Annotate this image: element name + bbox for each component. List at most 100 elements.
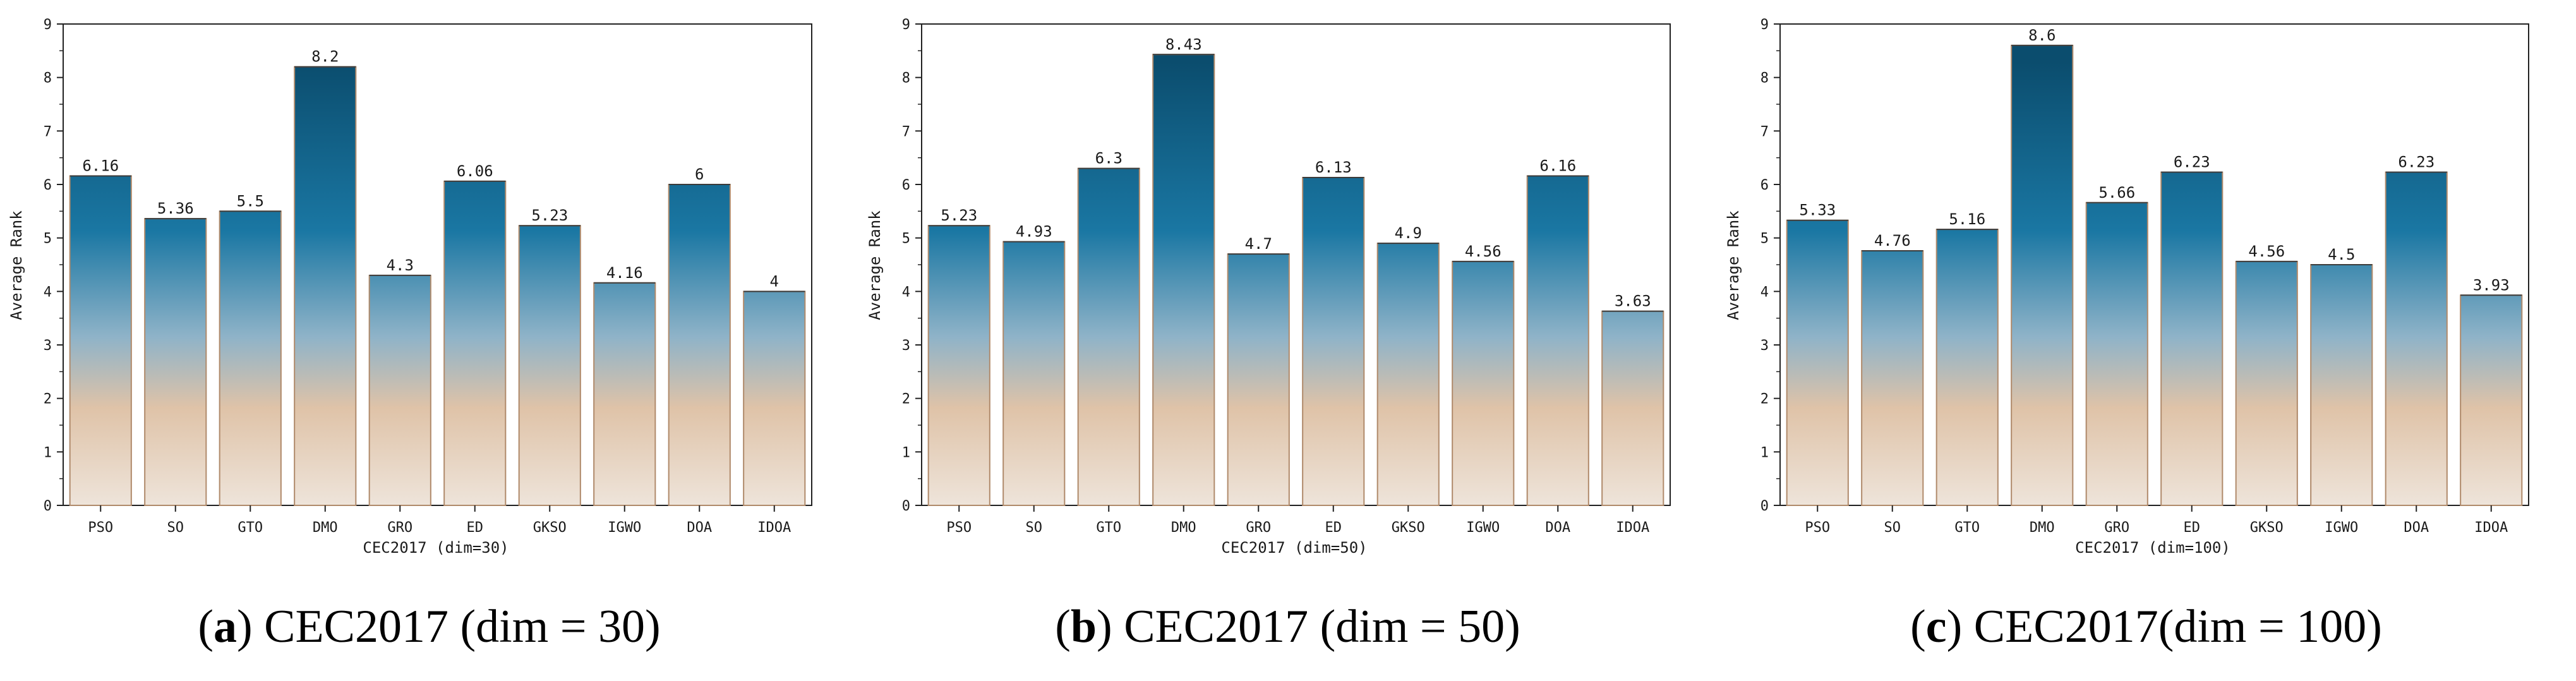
x-axis-title: CEC2017 (dim=50) <box>1221 539 1367 557</box>
x-tick-label: DMO <box>313 520 338 536</box>
x-tick-label: GTO <box>238 520 263 536</box>
bar-value-label: 4.56 <box>1465 243 1502 260</box>
bar-gto <box>1935 229 1999 506</box>
y-tick-label: 5 <box>1760 231 1769 247</box>
y-tick-label: 4 <box>44 284 52 300</box>
x-tick-label: DOA <box>2404 520 2429 536</box>
y-tick-label: 3 <box>44 338 52 354</box>
y-tick-label: 5 <box>44 231 52 247</box>
bar-value-label: 8.43 <box>1165 35 1202 53</box>
bar-idoa <box>743 291 806 506</box>
x-axis-title: CEC2017 (dim=30) <box>363 539 509 557</box>
x-tick-label: PSO <box>1805 520 1830 536</box>
bar-ed <box>443 180 507 507</box>
y-axis-title: Average Rank <box>866 210 884 320</box>
bar-value-label: 6.16 <box>1539 157 1576 174</box>
y-tick-label: 6 <box>902 178 910 193</box>
y-tick-label: 1 <box>44 445 52 461</box>
bar-gkso <box>1376 243 1440 506</box>
bar-value-label: 3.93 <box>2473 276 2510 294</box>
bar-value-label: 8.6 <box>2028 27 2055 44</box>
y-tick-label: 6 <box>44 178 52 193</box>
caption-letter: b <box>1070 601 1097 653</box>
chart-panel-a: Average Rank CEC2017 (dim=30) 0 1 2 3 4 5 6 7 8 9… <box>8 17 812 557</box>
bar-pso <box>927 225 990 506</box>
bar-gro <box>368 274 431 506</box>
bar-gro <box>1227 253 1290 506</box>
x-tick-label: IGWO <box>2325 520 2358 536</box>
bar-gkso <box>518 225 581 506</box>
y-tick-label: 6 <box>1760 178 1769 193</box>
bar-value-label: 6.23 <box>2398 154 2435 171</box>
y-tick-label: 9 <box>1760 17 1769 33</box>
bar-igwo <box>593 282 656 506</box>
caption-c: (c) CEC2017(dim = 100) <box>1910 601 2382 653</box>
bar-gro <box>2085 202 2148 506</box>
bar-gto <box>1077 167 1140 507</box>
y-tick-label: 9 <box>902 17 910 33</box>
y-tick-label: 8 <box>1760 71 1769 87</box>
bar-value-label: 6.13 <box>1315 159 1352 176</box>
bar-value-label: 4.9 <box>1395 224 1422 242</box>
bar-value-label: 4.56 <box>2248 243 2285 260</box>
y-tick-label: 7 <box>902 124 910 140</box>
y-axis-title: Average Rank <box>8 210 25 320</box>
chart-panel-c: Average Rank CEC2017 (dim=100) 0 1 2 3 4 5 6 7 8… <box>1724 17 2529 557</box>
bar-dmo <box>294 66 357 506</box>
bar-gto <box>219 210 282 506</box>
bar-doa <box>1526 175 1589 507</box>
bar-so <box>1002 241 1066 506</box>
bar-value-label: 4.5 <box>2328 246 2355 263</box>
x-tick-label: GTO <box>1954 520 1980 536</box>
x-axis-title: CEC2017 (dim=100) <box>2075 539 2230 557</box>
bar-value-label: 4.16 <box>606 264 643 282</box>
x-tick-label: ED <box>467 520 484 536</box>
y-tick-label: 2 <box>1760 392 1769 407</box>
x-tick-label: DMO <box>2030 520 2055 536</box>
y-tick-label: 5 <box>902 231 910 247</box>
x-tick-label: IDOA <box>757 520 791 536</box>
x-tick-label: IDOA <box>1616 520 1649 536</box>
bar-doa <box>668 184 731 506</box>
y-tick-label: 0 <box>1760 498 1769 514</box>
bar-so <box>1861 250 1924 506</box>
y-tick-label: 8 <box>44 71 52 87</box>
y-tick-label: 3 <box>1760 338 1769 354</box>
bar-value-label: 6.16 <box>82 157 119 174</box>
caption-letter: c <box>1925 601 1947 653</box>
bar-value-label: 5.33 <box>1799 202 1836 219</box>
bar-idoa <box>2460 294 2523 506</box>
bar-pso <box>1786 219 1849 506</box>
bar-value-label: 5.5 <box>237 192 264 210</box>
y-tick-label: 4 <box>902 284 910 300</box>
bar-value-label: 4.93 <box>1016 223 1052 241</box>
caption-b: (b) CEC2017 (dim = 50) <box>1055 601 1520 653</box>
chart-panel-b: Average Rank CEC2017 (dim=50) 0 1 2 3 4 5 6 7 8 9… <box>866 17 1671 557</box>
x-tick-label: SO <box>167 520 184 536</box>
bar-value-label: 8.2 <box>311 48 339 66</box>
y-tick-label: 9 <box>44 17 52 33</box>
bar-ed <box>1302 176 1365 506</box>
bar-value-label: 6.06 <box>457 162 493 180</box>
x-tick-label: SO <box>1026 520 1043 536</box>
bar-value-label: 4.7 <box>1245 235 1272 253</box>
x-tick-label: GKSO <box>2250 520 2284 536</box>
y-tick-label: 7 <box>44 124 52 140</box>
bar-value-label: 6 <box>695 166 704 183</box>
bar-gkso <box>2235 260 2298 506</box>
bar-dmo <box>1152 54 1215 506</box>
bar-value-label: 4.3 <box>387 256 414 274</box>
bar-value-label: 4 <box>770 272 779 290</box>
bar-ed <box>2160 171 2224 506</box>
y-tick-label: 1 <box>902 445 910 461</box>
x-tick-label: IDOA <box>2474 520 2508 536</box>
bar-pso <box>69 175 132 507</box>
bar-value-label: 6.23 <box>2174 154 2210 171</box>
y-tick-label: 0 <box>902 498 910 514</box>
x-tick-label: GRO <box>387 520 412 536</box>
y-tick-label: 3 <box>902 338 910 354</box>
bar-dmo <box>2011 44 2074 507</box>
bar-so <box>144 218 207 506</box>
caption-a: (a) CEC2017 (dim = 30) <box>198 601 661 653</box>
x-tick-label: IGWO <box>1466 520 1500 536</box>
